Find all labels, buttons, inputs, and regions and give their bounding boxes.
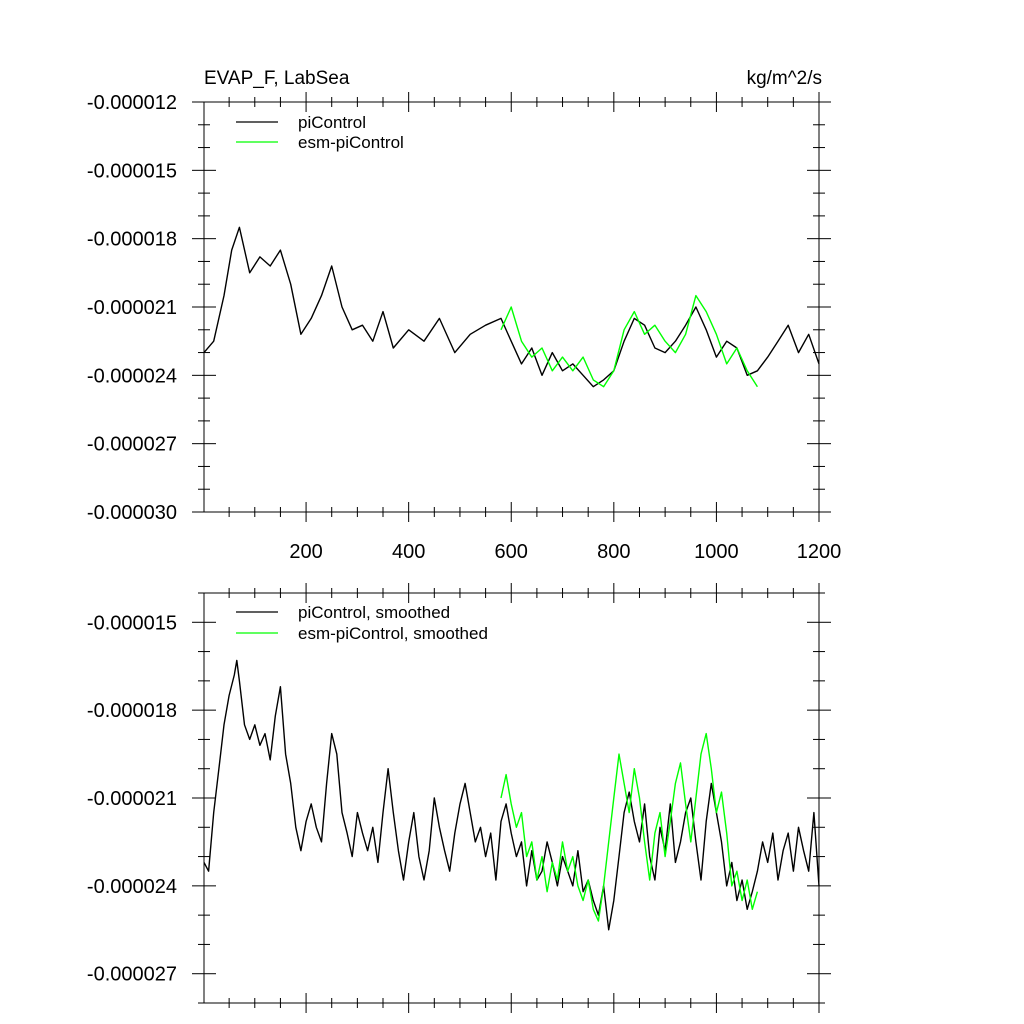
ticks xyxy=(192,583,831,1013)
units-label: kg/m^2/s xyxy=(747,68,822,89)
y-tick-label: -0.000030 xyxy=(87,502,177,524)
y-tick-labels: -0.000012 -0.000015 -0.000018 -0.000021 -0.0… xyxy=(87,92,177,524)
y-tick-label: -0.000024 xyxy=(87,365,177,387)
series-line-esm-picontrol xyxy=(500,294,758,388)
series-line-esm-picontrol-smoothed xyxy=(500,732,759,922)
panel-bottom: -0.000015 -0.000018 -0.000021 -0.000024 -0.0… xyxy=(87,583,831,1013)
y-tick-label: -0.000015 xyxy=(87,612,177,634)
y-tick-label: -0.000027 xyxy=(87,434,177,456)
plot-area xyxy=(203,226,820,388)
x-tick-label: 1000 xyxy=(694,541,739,563)
legend-label-picontrol: piControl xyxy=(298,113,366,132)
y-tick-label: -0.000015 xyxy=(87,160,177,182)
y-tick-label: -0.000018 xyxy=(87,700,177,722)
y-tick-label: -0.000021 xyxy=(87,297,177,319)
panel-top: EVAP_F, LabSea kg/m^2/s 200 400 600 800 1000… xyxy=(87,68,841,563)
x-tick-label: 200 xyxy=(289,541,322,563)
y-tick-label: -0.000024 xyxy=(87,876,177,898)
x-tick-label: 1200 xyxy=(797,541,842,563)
plot-area xyxy=(203,659,820,931)
x-tick-labels: 200 400 600 800 1000 1200 xyxy=(289,541,841,563)
legend: piControl esm-piControl xyxy=(236,113,404,152)
y-tick-label: -0.000012 xyxy=(87,92,177,114)
x-tick-label: 600 xyxy=(495,541,528,563)
x-tick-label: 400 xyxy=(392,541,425,563)
plot-frame xyxy=(203,592,820,1004)
plot-frame xyxy=(203,101,820,513)
x-tick-label: 800 xyxy=(597,541,630,563)
y-tick-labels: -0.000015 -0.000018 -0.000021 -0.000024 -0.0… xyxy=(87,612,177,985)
y-tick-label: -0.000021 xyxy=(87,788,177,810)
y-tick-label: -0.000027 xyxy=(87,964,177,986)
y-tick-label: -0.000018 xyxy=(87,229,177,251)
legend-label-esm-picontrol-smoothed: esm-piControl, smoothed xyxy=(298,624,488,643)
legend-label-esm-picontrol: esm-piControl xyxy=(298,133,404,152)
series-line-picontrol-smoothed xyxy=(203,659,820,931)
legend-label-picontrol-smoothed: piControl, smoothed xyxy=(298,603,450,622)
ticks xyxy=(192,92,831,522)
legend: piControl, smoothed esm-piControl, smoot… xyxy=(236,603,488,643)
chart-title: EVAP_F, LabSea xyxy=(204,68,350,89)
